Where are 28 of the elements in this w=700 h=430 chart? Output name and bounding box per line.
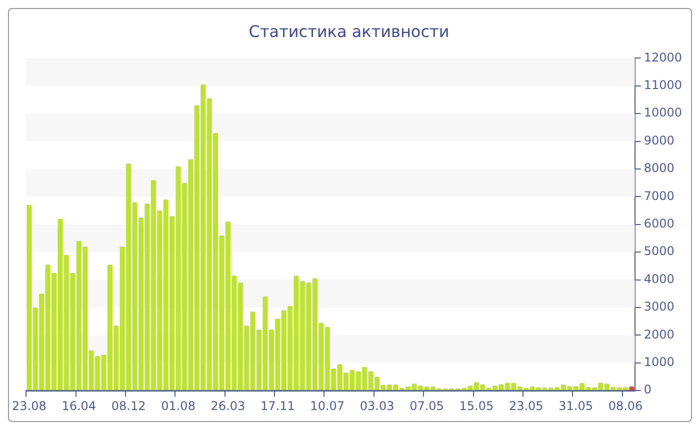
y-tick-label: 9000: [644, 133, 674, 148]
bar: [629, 386, 634, 390]
x-tick-label: 15.05: [459, 398, 494, 413]
x-tick-label: 31.05: [558, 398, 593, 413]
y-tick-label: 12000: [644, 50, 682, 64]
y-tick-label: 10000: [644, 106, 682, 120]
y-tick-label: 1000: [644, 355, 674, 370]
x-tick-label: 23.05: [508, 398, 544, 413]
x-tick-label: 26.03: [210, 398, 246, 413]
x-tick-label: 08.12: [111, 398, 146, 413]
x-tick-label: 07.05: [410, 398, 444, 413]
y-tick-label: 4000: [644, 272, 674, 286]
y-tick-label: 5000: [644, 244, 674, 258]
x-tick-label: 01.08: [161, 398, 196, 413]
y-tick-label: 6000: [644, 216, 674, 231]
y-tick-label: 8000: [644, 161, 674, 176]
y-tick-label: 0: [644, 382, 652, 397]
x-tick-label: 08.06: [608, 398, 643, 413]
y-tick-label: 3000: [644, 300, 674, 314]
x-tick-label: 23.08: [12, 398, 46, 413]
x-tick-label: 03.03: [360, 398, 394, 413]
y-tick-label: 7000: [644, 188, 674, 203]
x-tick-label: 10.07: [310, 398, 345, 413]
x-tick-label: 16.04: [62, 398, 96, 413]
y-tick-label: 11000: [644, 78, 682, 92]
x-tick-label: 17.11: [260, 398, 295, 413]
chart-title: Статистика активности: [248, 22, 450, 41]
y-tick-label: 2000: [644, 327, 674, 342]
